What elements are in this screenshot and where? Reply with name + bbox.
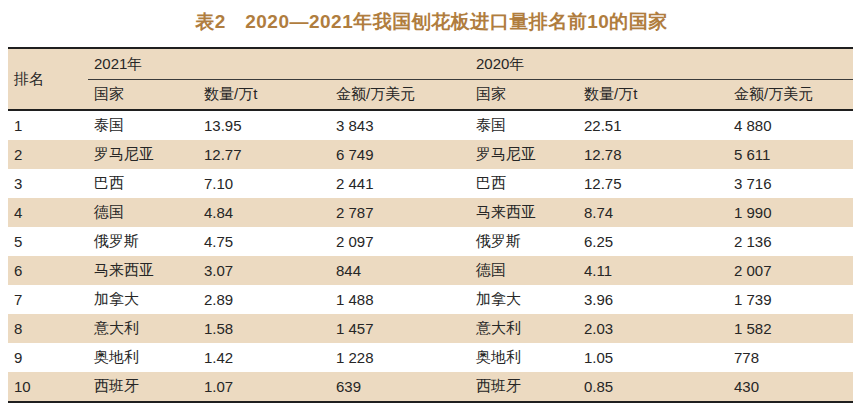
country-2020-cell: 意大利 <box>470 314 578 343</box>
quantity-2020-cell: 12.75 <box>578 169 728 198</box>
rank-cell: 3 <box>8 169 88 198</box>
country-2021-cell: 西班牙 <box>88 372 198 402</box>
rank-cell: 2 <box>8 140 88 169</box>
country-2020-cell: 奥地利 <box>470 343 578 372</box>
rank-cell: 7 <box>8 285 88 314</box>
country-2020-cell: 罗马尼亚 <box>470 140 578 169</box>
amount-2020-cell: 1 582 <box>728 314 853 343</box>
rank-cell: 8 <box>8 314 88 343</box>
amount-2021-cell: 2 441 <box>330 169 470 198</box>
quantity-2021-cell: 1.07 <box>198 372 330 402</box>
table-row: 10 西班牙 1.07 639 西班牙 0.85 430 <box>8 372 853 402</box>
country-2021-cell: 罗马尼亚 <box>88 140 198 169</box>
amount-2020-cell: 778 <box>728 343 853 372</box>
rank-cell: 4 <box>8 198 88 227</box>
amount-2020-cell: 1 739 <box>728 285 853 314</box>
table-header: 排名 2021年 2020年 国家 数量/万t 金额/万美元 国家 数量/万t … <box>8 48 853 110</box>
quantity-2021-cell: 2.89 <box>198 285 330 314</box>
amount-2021-cell: 2 097 <box>330 227 470 256</box>
quantity-2021-cell: 3.07 <box>198 256 330 285</box>
page: 表2 2020—2021年我国刨花板进口量排名前10的国家 排名 2021年 2… <box>0 0 863 403</box>
quantity-2020-cell: 6.25 <box>578 227 728 256</box>
col-header-country-2020: 国家 <box>470 80 578 111</box>
amount-2021-cell: 3 843 <box>330 110 470 140</box>
quantity-2020-cell: 3.96 <box>578 285 728 314</box>
rank-column-header: 排名 <box>8 48 88 110</box>
col-header-quantity-2020: 数量/万t <box>578 80 728 111</box>
table-body: 1 泰国 13.95 3 843 泰国 22.51 4 880 2 罗马尼亚 1… <box>8 110 853 402</box>
amount-2020-cell: 3 716 <box>728 169 853 198</box>
amount-2021-cell: 2 787 <box>330 198 470 227</box>
year-2021-group-header: 2021年 <box>88 48 470 80</box>
rank-cell: 9 <box>8 343 88 372</box>
country-2020-cell: 巴西 <box>470 169 578 198</box>
quantity-2021-cell: 4.84 <box>198 198 330 227</box>
amount-2020-cell: 4 880 <box>728 110 853 140</box>
quantity-2020-cell: 2.03 <box>578 314 728 343</box>
quantity-2021-cell: 1.42 <box>198 343 330 372</box>
amount-2021-cell: 1 488 <box>330 285 470 314</box>
country-2021-cell: 俄罗斯 <box>88 227 198 256</box>
table-row: 1 泰国 13.95 3 843 泰国 22.51 4 880 <box>8 110 853 140</box>
quantity-2020-cell: 22.51 <box>578 110 728 140</box>
quantity-2021-cell: 12.77 <box>198 140 330 169</box>
table-row: 8 意大利 1.58 1 457 意大利 2.03 1 582 <box>8 314 853 343</box>
country-2020-cell: 德国 <box>470 256 578 285</box>
amount-2021-cell: 844 <box>330 256 470 285</box>
amount-2020-cell: 2 136 <box>728 227 853 256</box>
col-header-country-2021: 国家 <box>88 80 198 111</box>
table-row: 2 罗马尼亚 12.77 6 749 罗马尼亚 12.78 5 611 <box>8 140 853 169</box>
quantity-2021-cell: 7.10 <box>198 169 330 198</box>
amount-2021-cell: 1 457 <box>330 314 470 343</box>
table-row: 4 德国 4.84 2 787 马来西亚 8.74 1 990 <box>8 198 853 227</box>
rank-cell: 10 <box>8 372 88 402</box>
country-2021-cell: 德国 <box>88 198 198 227</box>
amount-2020-cell: 5 611 <box>728 140 853 169</box>
quantity-2021-cell: 1.58 <box>198 314 330 343</box>
table-title: 表2 2020—2021年我国刨花板进口量排名前10的国家 <box>0 0 863 47</box>
quantity-2020-cell: 0.85 <box>578 372 728 402</box>
quantity-2020-cell: 12.78 <box>578 140 728 169</box>
quantity-2020-cell: 4.11 <box>578 256 728 285</box>
table-row: 3 巴西 7.10 2 441 巴西 12.75 3 716 <box>8 169 853 198</box>
quantity-2020-cell: 1.05 <box>578 343 728 372</box>
table-row: 5 俄罗斯 4.75 2 097 俄罗斯 6.25 2 136 <box>8 227 853 256</box>
rank-cell: 5 <box>8 227 88 256</box>
table-row: 9 奥地利 1.42 1 228 奥地利 1.05 778 <box>8 343 853 372</box>
col-header-amount-2021: 金额/万美元 <box>330 80 470 111</box>
country-2020-cell: 马来西亚 <box>470 198 578 227</box>
country-2021-cell: 加拿大 <box>88 285 198 314</box>
country-2021-cell: 泰国 <box>88 110 198 140</box>
quantity-2020-cell: 8.74 <box>578 198 728 227</box>
table-row: 7 加拿大 2.89 1 488 加拿大 3.96 1 739 <box>8 285 853 314</box>
country-2021-cell: 奥地利 <box>88 343 198 372</box>
sub-header-row: 国家 数量/万t 金额/万美元 国家 数量/万t 金额/万美元 <box>8 80 853 111</box>
rank-cell: 6 <box>8 256 88 285</box>
amount-2021-cell: 6 749 <box>330 140 470 169</box>
rank-cell: 1 <box>8 110 88 140</box>
country-2020-cell: 加拿大 <box>470 285 578 314</box>
amount-2021-cell: 1 228 <box>330 343 470 372</box>
country-2020-cell: 西班牙 <box>470 372 578 402</box>
table-row: 6 马来西亚 3.07 844 德国 4.11 2 007 <box>8 256 853 285</box>
year-header-row: 排名 2021年 2020年 <box>8 48 853 80</box>
col-header-amount-2020: 金额/万美元 <box>728 80 853 111</box>
amount-2020-cell: 2 007 <box>728 256 853 285</box>
quantity-2021-cell: 13.95 <box>198 110 330 140</box>
import-rank-table: 排名 2021年 2020年 国家 数量/万t 金额/万美元 国家 数量/万t … <box>8 47 853 403</box>
country-2021-cell: 马来西亚 <box>88 256 198 285</box>
year-2020-group-header: 2020年 <box>470 48 853 80</box>
country-2020-cell: 泰国 <box>470 110 578 140</box>
amount-2020-cell: 430 <box>728 372 853 402</box>
amount-2020-cell: 1 990 <box>728 198 853 227</box>
amount-2021-cell: 639 <box>330 372 470 402</box>
country-2020-cell: 俄罗斯 <box>470 227 578 256</box>
col-header-quantity-2021: 数量/万t <box>198 80 330 111</box>
quantity-2021-cell: 4.75 <box>198 227 330 256</box>
country-2021-cell: 巴西 <box>88 169 198 198</box>
country-2021-cell: 意大利 <box>88 314 198 343</box>
